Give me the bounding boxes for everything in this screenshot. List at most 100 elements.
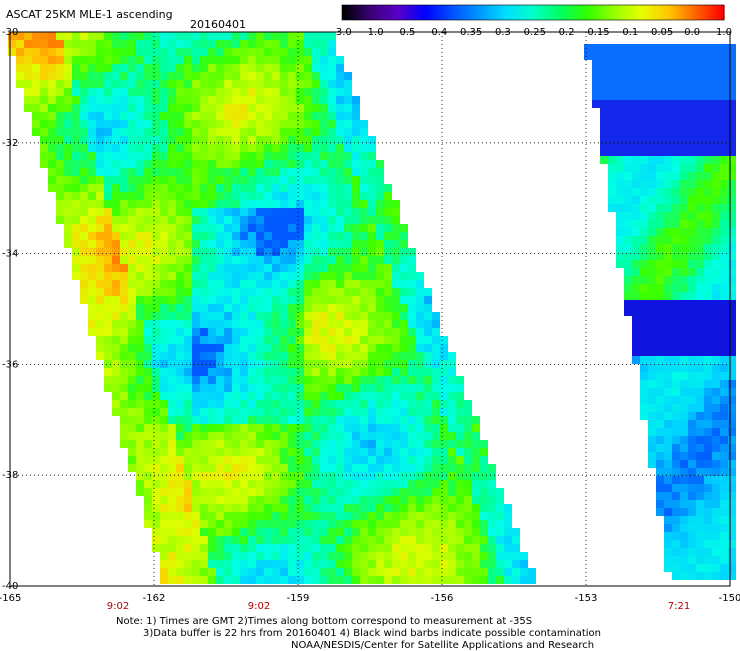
swath-cell [176,168,184,176]
swath-cell [272,216,280,224]
time-labels: 9:02 9:02 7:21 [107,601,690,612]
swath-cell [312,56,320,64]
swath-cell [648,52,656,60]
swath-cell [216,392,224,400]
swath-cell [392,512,400,520]
swath-cell [464,544,472,552]
swath-cell [688,52,696,60]
swath-cell [632,308,640,316]
swath-cell [696,284,704,292]
swath-cell [504,504,512,512]
swath-cell [120,232,128,240]
swath-cell [424,320,432,328]
swath-cell [352,272,360,280]
swath-cell [672,540,680,548]
swath-cell [144,400,152,408]
swath-cell [256,328,264,336]
swath-cell [344,536,352,544]
swath-cell [272,560,280,568]
swath-cell [128,128,136,136]
swath-cell [488,568,496,576]
swath-cell [728,116,736,124]
swath-cell [224,520,232,528]
swath-cell [264,424,272,432]
swath-cell [440,352,448,360]
swath-cell [328,296,336,304]
time-label: 9:02 [107,601,129,612]
swath-cell [80,248,88,256]
swath-cell [248,520,256,528]
swath-cell [368,208,376,216]
swath-cell [312,128,320,136]
swath-cell [432,384,440,392]
swath-cell [424,536,432,544]
colorbar-cell [354,5,359,20]
swath-cell [384,464,392,472]
swath-cell [200,344,208,352]
swath-cell [688,220,696,228]
swath-cell [664,92,672,100]
swath-cell [328,520,336,528]
swath-cell [672,236,680,244]
swath-cell [680,116,688,124]
swath-cell [128,176,136,184]
swath-cell [176,432,184,440]
swath-cell [376,576,384,584]
swath-cell [128,104,136,112]
swath-cell [296,480,304,488]
swath-cell [64,88,72,96]
swath-cell [672,532,680,540]
swath-cell [712,308,720,316]
swath-cell [728,84,736,92]
swath-cell [680,92,688,100]
swath-cell [200,440,208,448]
swath-cell [728,228,736,236]
colorbar-cell [615,5,620,20]
swath-cell [672,300,680,308]
swath-cell [312,368,320,376]
swath-cell [416,352,424,360]
swath-cell [152,392,160,400]
swath-cell [448,368,456,376]
swath-cell [152,368,160,376]
swath-cell [344,488,352,496]
swath-cell [368,456,376,464]
swath-cell [184,216,192,224]
swath-cell [392,432,400,440]
swath-cell [656,300,664,308]
swath-cell [152,416,160,424]
swath-cell [216,448,224,456]
swath-cell [176,496,184,504]
swath-cell [344,544,352,552]
swath-cell [360,400,368,408]
swath-cell [176,152,184,160]
swath-cell [360,288,368,296]
swath-cell [32,112,40,120]
swath-cell [256,160,264,168]
swath-cell [376,488,384,496]
swath-cell [144,272,152,280]
swath-cell [232,176,240,184]
swath-cell [528,576,536,584]
swath-cell [208,440,216,448]
swath-cell [296,104,304,112]
swath-cell [304,560,312,568]
swath-cell [456,480,464,488]
swath-cell [240,496,248,504]
swath-cell [200,232,208,240]
swath-cell [264,40,272,48]
swath-cell [376,216,384,224]
swath-cell [632,148,640,156]
swath-cell [160,384,168,392]
swath-cell [592,76,600,84]
swath-cell [328,104,336,112]
swath-cell [280,144,288,152]
swath-cell [272,176,280,184]
swath-cell [272,360,280,368]
swath-cell [312,576,320,584]
swath-cell [144,56,152,64]
swath-cell [664,508,672,516]
swath-cell [392,360,400,368]
colorbar-cell [628,5,633,20]
swath-cell [72,168,80,176]
